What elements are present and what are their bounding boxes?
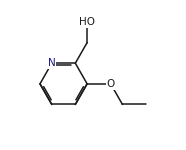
Text: O: O — [107, 79, 115, 89]
Text: HO: HO — [79, 17, 95, 27]
Text: N: N — [48, 58, 56, 68]
